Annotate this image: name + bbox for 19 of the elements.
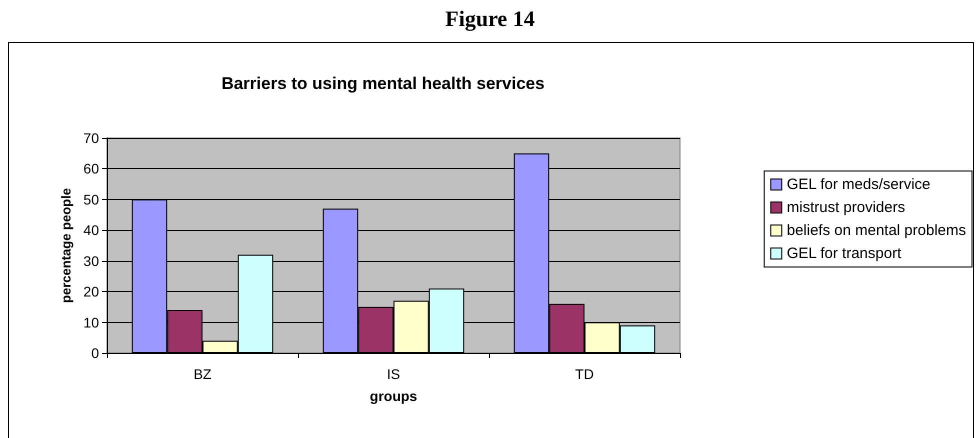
legend-label: GEL for meds/service: [786, 176, 930, 193]
y-tick-label: 60: [83, 160, 100, 177]
y-tick-label: 70: [83, 130, 100, 146]
x-tick-label: IS: [386, 366, 400, 382]
legend-label: beliefs on mental problems: [786, 222, 966, 239]
y-tick-label: 10: [83, 314, 100, 330]
chart-title: Barriers to using mental health services: [221, 74, 545, 93]
y-tick-label: 30: [83, 252, 100, 269]
y-tick-label: 50: [83, 191, 100, 208]
legend-label: GEL for transport: [786, 245, 902, 262]
x-tick-label: TD: [575, 366, 594, 382]
y-tick-label: 20: [83, 284, 100, 300]
y-tick-label: 0: [91, 345, 100, 361]
y-axis-title: percentage people: [58, 188, 74, 303]
x-tick-label: BZ: [194, 366, 212, 382]
x-axis-title: groups: [370, 388, 418, 404]
caption: Figure 14: [444, 6, 536, 32]
y-tick-label: 40: [83, 222, 100, 238]
legend-label: mistrust providers: [786, 199, 906, 216]
